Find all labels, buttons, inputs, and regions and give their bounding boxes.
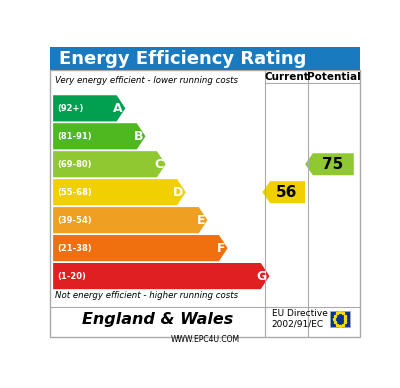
Bar	[330, 311, 350, 327]
Text: D: D	[173, 186, 183, 199]
Text: 75: 75	[322, 157, 343, 172]
Polygon shape	[262, 181, 305, 203]
Text: (39-54): (39-54)	[57, 216, 92, 225]
Polygon shape	[53, 151, 166, 177]
Text: Potential: Potential	[307, 72, 361, 82]
Polygon shape	[53, 179, 186, 205]
Text: Current: Current	[264, 72, 309, 82]
Polygon shape	[53, 207, 208, 233]
Text: F: F	[217, 242, 225, 255]
Polygon shape	[53, 235, 228, 261]
Bar	[50, 47, 360, 71]
Text: E: E	[196, 214, 205, 227]
Text: (92+): (92+)	[57, 104, 83, 113]
Text: EU Directive
2002/91/EC: EU Directive 2002/91/EC	[272, 309, 328, 329]
Polygon shape	[53, 95, 125, 121]
Text: (1-20): (1-20)	[57, 272, 86, 281]
Text: G: G	[257, 270, 267, 282]
Text: (21-38): (21-38)	[57, 244, 92, 253]
Text: B: B	[134, 130, 143, 143]
Polygon shape	[53, 263, 270, 289]
Text: (69-80): (69-80)	[57, 160, 91, 169]
Text: England & Wales: England & Wales	[82, 312, 233, 327]
Text: Not energy efficient - higher running costs: Not energy efficient - higher running co…	[55, 291, 238, 300]
Text: Energy Efficiency Rating: Energy Efficiency Rating	[59, 50, 307, 68]
Text: (55-68): (55-68)	[57, 188, 92, 197]
Polygon shape	[53, 123, 146, 149]
Text: WWW.EPC4U.COM: WWW.EPC4U.COM	[170, 335, 240, 344]
Text: Very energy efficient - lower running costs: Very energy efficient - lower running co…	[55, 76, 238, 85]
Polygon shape	[305, 153, 354, 175]
Text: C: C	[154, 158, 163, 171]
Bar	[50, 71, 360, 337]
Text: A: A	[113, 102, 123, 115]
Text: (81-91): (81-91)	[57, 132, 92, 141]
Text: 56: 56	[276, 185, 298, 200]
